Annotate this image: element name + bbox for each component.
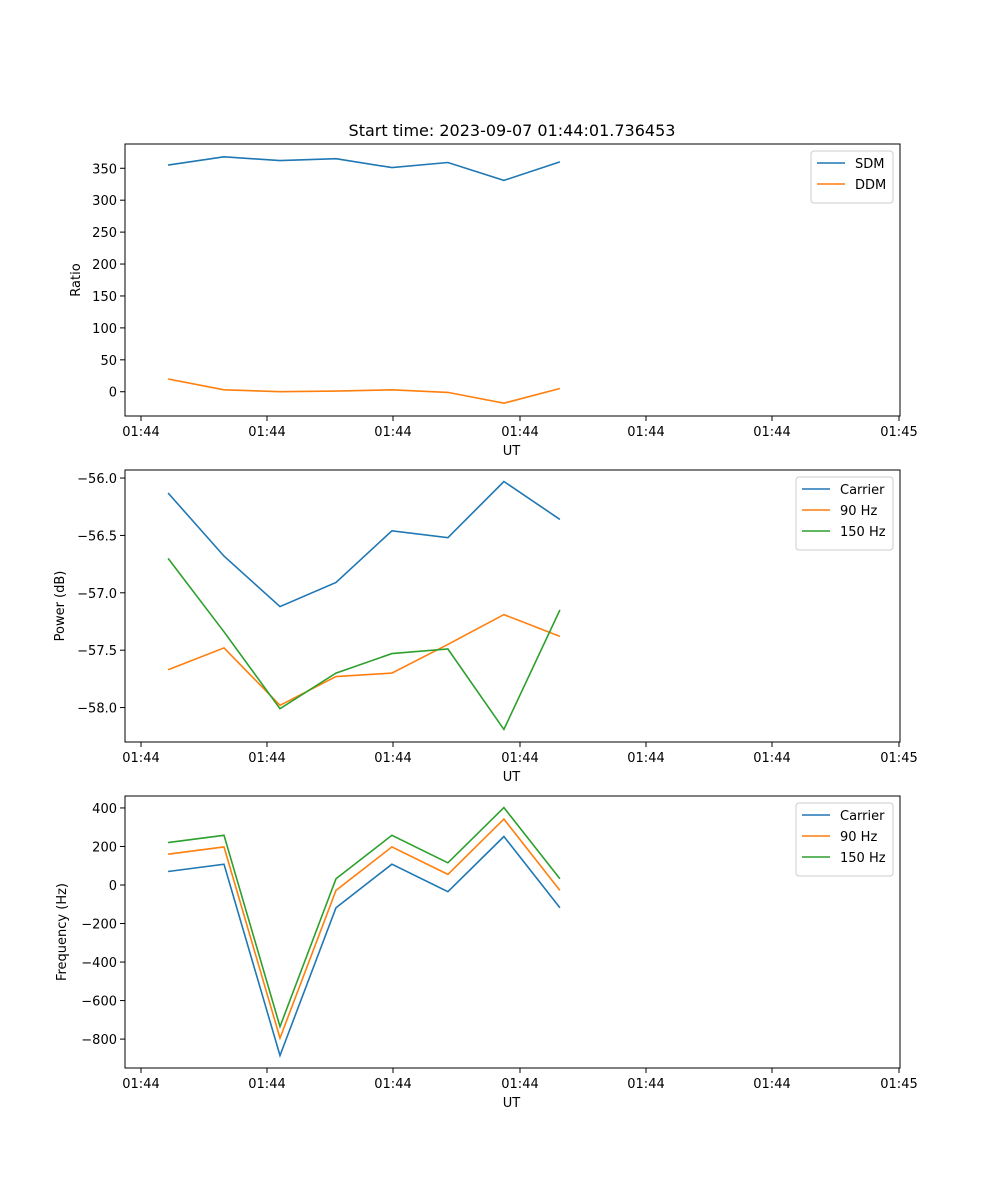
x-tick-label: 01:45 bbox=[880, 425, 917, 440]
x-tick-label: 01:44 bbox=[374, 1077, 411, 1092]
legend: SDM DDM bbox=[810, 150, 894, 204]
y-tick-label: −57.0 bbox=[77, 587, 117, 602]
legend-label: 90 Hz bbox=[840, 504, 877, 519]
x-tick-label: 01:44 bbox=[501, 751, 538, 766]
legend-label: Carrier bbox=[840, 483, 885, 498]
series-line-150-hz bbox=[167, 557, 561, 731]
y-tick-label: −600 bbox=[81, 995, 117, 1010]
x-tick-label: 01:44 bbox=[248, 425, 285, 440]
chart-panel-1: 01:44 01:44 01:44 01:44 01:44 01:44 01:45 0 50 10… bbox=[69, 143, 918, 459]
y-tick-label: 200 bbox=[92, 840, 117, 855]
y-tick-label: 250 bbox=[92, 226, 117, 241]
x-tick-label: 01:44 bbox=[374, 751, 411, 766]
legend-label: 150 Hz bbox=[840, 525, 886, 540]
y-tick-label: 400 bbox=[92, 802, 117, 817]
y-tick-label: 150 bbox=[92, 290, 117, 305]
x-tick-label: 01:44 bbox=[753, 751, 790, 766]
x-tick-label: 01:45 bbox=[880, 1077, 917, 1092]
series-line-150-hz bbox=[167, 806, 561, 1030]
legend-label: 150 Hz bbox=[840, 851, 886, 866]
x-tick-label: 01:44 bbox=[122, 425, 159, 440]
y-tick-label: −56.0 bbox=[77, 472, 117, 487]
y-tick-label: −57.5 bbox=[77, 644, 117, 659]
legend: Carrier 90 Hz 150 Hz bbox=[795, 476, 894, 551]
series-line-90-hz bbox=[167, 817, 561, 1041]
x-axis-label: UT bbox=[503, 770, 521, 785]
chart-panel-2: 01:44 01:44 01:44 01:44 01:44 01:44 01:45 −58.0… bbox=[53, 469, 918, 785]
x-tick-label: 01:44 bbox=[122, 1077, 159, 1092]
y-axis-label: Frequency (Hz) bbox=[55, 883, 70, 981]
series-line-ddm bbox=[167, 378, 561, 405]
y-tick-label: 300 bbox=[92, 194, 117, 209]
legend-box bbox=[810, 150, 894, 204]
x-tick-label: 01:44 bbox=[753, 1077, 790, 1092]
x-axis-label: UT bbox=[503, 1096, 521, 1111]
panels: 01:44 01:44 01:44 01:44 01:44 01:44 01:45 0 50 10… bbox=[53, 143, 918, 1111]
x-tick-label: 01:44 bbox=[374, 425, 411, 440]
x-tick-label: 01:44 bbox=[501, 1077, 538, 1092]
x-axis-label: UT bbox=[503, 444, 521, 459]
x-tick-label: 01:44 bbox=[501, 425, 538, 440]
y-tick-label: −200 bbox=[81, 918, 117, 933]
y-tick-label: −56.5 bbox=[77, 529, 117, 544]
y-axis-label: Power (dB) bbox=[53, 571, 68, 642]
y-tick-label: 50 bbox=[100, 354, 117, 369]
legend-label: Carrier bbox=[840, 809, 885, 824]
figure-title: Start time: 2023-09-07 01:44:01.736453 bbox=[349, 121, 676, 140]
y-tick-label: −58.0 bbox=[77, 702, 117, 717]
x-tick-label: 01:44 bbox=[627, 1077, 664, 1092]
y-axis-label: Ratio bbox=[69, 263, 84, 296]
legend-label: DDM bbox=[855, 178, 886, 193]
axes-frame bbox=[124, 795, 901, 1069]
legend: Carrier 90 Hz 150 Hz bbox=[795, 802, 894, 877]
legend-label: 90 Hz bbox=[840, 830, 877, 845]
y-tick-label: −800 bbox=[81, 1033, 117, 1048]
y-tick-label: 0 bbox=[109, 386, 117, 401]
series-line-carrier bbox=[167, 835, 561, 1059]
chart-panel-3: 01:44 01:44 01:44 01:44 01:44 01:44 01:45 −800 −… bbox=[55, 795, 918, 1111]
x-tick-label: 01:44 bbox=[248, 1077, 285, 1092]
y-tick-label: 100 bbox=[92, 322, 117, 337]
y-tick-label: 200 bbox=[92, 258, 117, 273]
x-tick-label: 01:45 bbox=[880, 751, 917, 766]
y-tick-label: 350 bbox=[92, 162, 117, 177]
series-line-carrier bbox=[167, 480, 561, 608]
axes-frame bbox=[124, 143, 901, 417]
series-line-90-hz bbox=[167, 613, 561, 707]
x-tick-label: 01:44 bbox=[248, 751, 285, 766]
axes-frame bbox=[124, 469, 901, 743]
y-tick-label: 0 bbox=[109, 879, 117, 894]
x-tick-label: 01:44 bbox=[122, 751, 159, 766]
series-line-sdm bbox=[167, 155, 561, 182]
y-tick-label: −400 bbox=[81, 956, 117, 971]
x-tick-label: 01:44 bbox=[627, 425, 664, 440]
x-tick-label: 01:44 bbox=[753, 425, 790, 440]
x-tick-label: 01:44 bbox=[627, 751, 664, 766]
legend-label: SDM bbox=[855, 157, 884, 172]
